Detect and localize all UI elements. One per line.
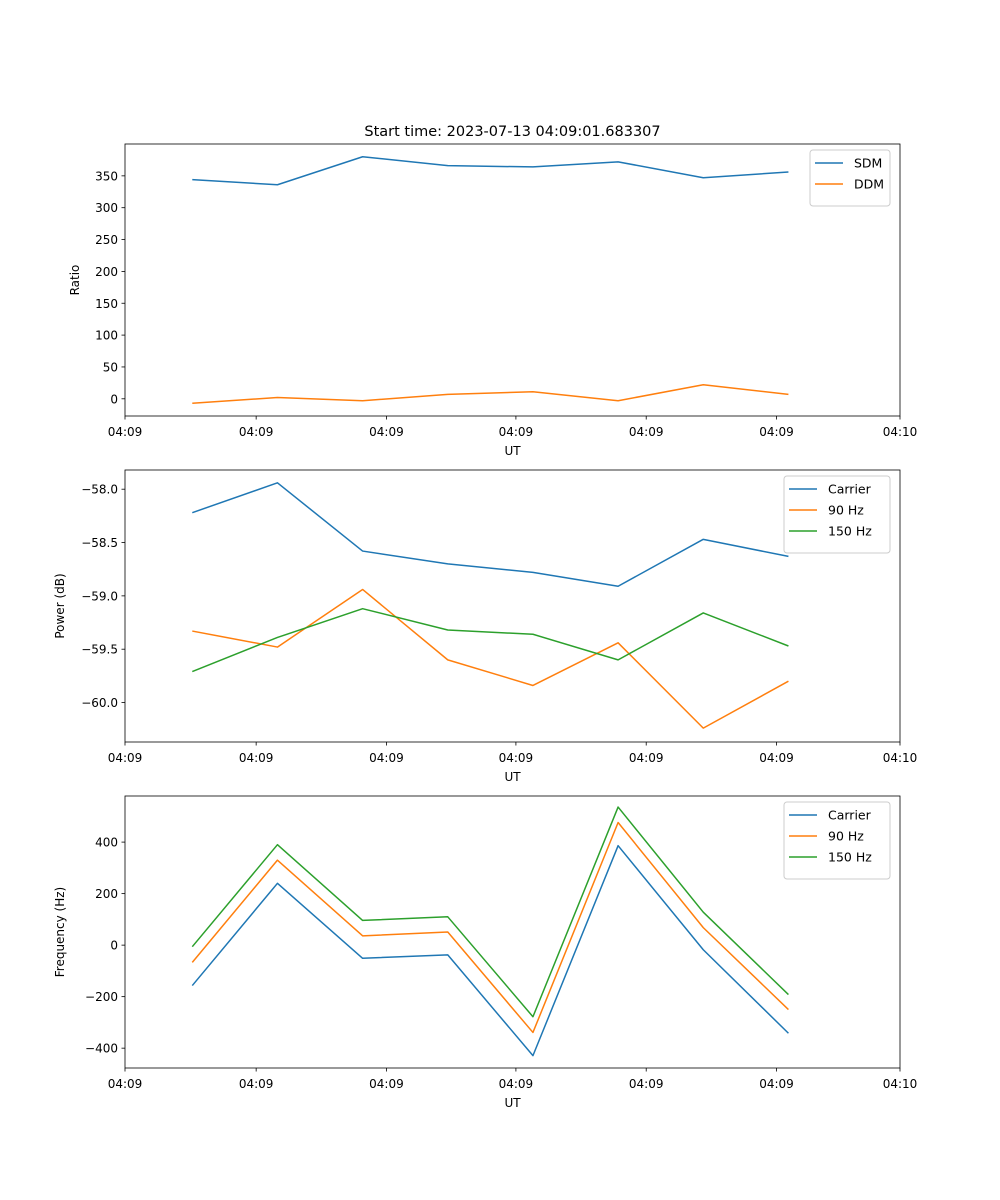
x-tick-label: 04:09 [629,1077,664,1091]
legend-label: 90 Hz [828,829,864,844]
y-tick-label: 200 [95,265,118,279]
x-axis-label: UT [504,1096,521,1110]
y-tick-label: −59.5 [81,643,118,657]
x-tick-label: 04:09 [369,751,404,765]
x-tick-label: 04:09 [499,1077,534,1091]
legend-label: 150 Hz [828,524,872,539]
chart-title: Start time: 2023-07-13 04:09:01.683307 [364,124,660,140]
chart-panel-3: 04:09 04:09 04:09 04:09 04:09 04:09 04:10 400 20… [53,795,918,1110]
y-tick-label: −400 [85,1042,118,1056]
x-tick-label: 04:09 [239,425,274,439]
x-axis-label: UT [504,444,521,458]
legend-label: 90 Hz [828,503,864,518]
x-tick-label: 04:09 [369,425,404,439]
y-tick-label: −59.0 [81,589,118,603]
y-tick-label: 0 [110,392,118,406]
series-line-carrier [192,482,789,588]
y-tick-label: 50 [103,360,118,374]
y-tick-label: 200 [95,887,118,901]
legend: Carrier 90 Hz 150 Hz [783,475,891,554]
series-line-sdm [192,155,789,186]
x-tick-label: 04:09 [759,425,794,439]
series-line-ddm [192,384,789,405]
x-tick-label: 04:10 [883,1077,918,1091]
y-tick-label: −58.5 [81,536,118,550]
legend-label: DDM [854,177,884,192]
legend-label: Carrier [828,482,872,497]
y-axis-label: Power (dB) [53,573,67,638]
legend: Carrier 90 Hz 150 Hz [783,801,891,880]
y-tick-label: −58.0 [81,483,118,497]
x-tick-label: 04:09 [108,1077,143,1091]
x-tick-label: 04:09 [759,751,794,765]
x-tick-label: 04:10 [883,751,918,765]
chart-panel-1: 04:09 04:09 04:09 04:09 04:09 04:09 04:10 0 50 10… [68,124,917,458]
axes-frame [124,469,901,743]
series-line-carrier [191,844,789,1057]
legend-box [783,801,891,880]
y-axis-label: Ratio [68,265,82,296]
y-tick-label: 250 [95,233,118,247]
axes-frame [124,143,901,417]
legend: SDM DDM [809,149,891,207]
y-tick-label: −200 [85,990,118,1004]
axes-frame [124,795,901,1069]
chart-panel-2: 04:09 04:09 04:09 04:09 04:09 04:09 04:10 −58.0… [53,469,918,784]
x-tick-label: 04:10 [883,425,918,439]
x-axis-label: UT [504,770,521,784]
legend-label: SDM [854,156,882,171]
x-tick-label: 04:09 [108,425,143,439]
y-tick-label: 100 [95,329,118,343]
y-tick-label: 400 [95,836,118,850]
x-tick-label: 04:09 [499,751,534,765]
x-tick-label: 04:09 [499,425,534,439]
x-tick-label: 04:09 [369,1077,404,1091]
y-tick-label: 0 [110,939,118,953]
y-axis-label: Frequency (Hz) [53,887,67,978]
x-tick-label: 04:09 [239,1077,274,1091]
legend-label: 150 Hz [828,850,872,865]
x-tick-label: 04:09 [759,1077,794,1091]
series-line-150-hz [192,607,789,673]
legend-label: Carrier [828,808,872,823]
x-tick-label: 04:09 [108,751,143,765]
y-tick-label: 150 [95,297,118,311]
legend-box [783,475,891,554]
x-tick-label: 04:09 [629,425,664,439]
x-tick-label: 04:09 [239,751,274,765]
series-line-150-hz [191,806,789,1018]
y-tick-label: 300 [95,201,118,215]
series-line-90-hz [192,588,789,729]
y-tick-label: 350 [95,169,118,183]
x-tick-label: 04:09 [629,751,664,765]
series-line-90-hz [191,821,789,1034]
legend-box [809,149,891,207]
y-tick-label: −60.0 [81,696,118,710]
